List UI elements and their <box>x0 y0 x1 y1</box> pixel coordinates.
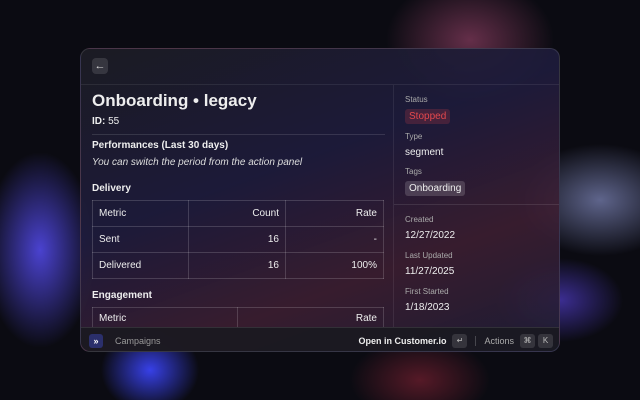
started-label: First Started <box>405 287 449 296</box>
type-value: segment <box>405 147 444 158</box>
campaign-window: ← Onboarding • legacy ID: 55 Performance… <box>80 48 560 352</box>
table-row: Sent 16- <box>92 226 384 253</box>
detail-content: Onboarding • legacy ID: 55 Performances … <box>81 85 393 327</box>
created-label: Created <box>405 215 434 224</box>
status-label: Status <box>405 95 428 104</box>
type-label: Type <box>405 132 423 141</box>
k-key: K <box>538 333 553 348</box>
command-key-icon: ⌘ <box>520 333 535 348</box>
delivery-table: Metric Count Rate Sent 16- Delivered 16 100% <box>92 200 384 279</box>
cell: - <box>285 226 384 253</box>
header-metric: Metric <box>92 200 189 227</box>
updated-value: 11/27/2025 <box>405 266 455 277</box>
back-button[interactable]: ← <box>92 58 108 74</box>
page-title: Onboarding • legacy <box>92 91 257 110</box>
engagement-table: Metric Rate <box>92 307 384 327</box>
table-header: Metric Count Rate <box>92 200 384 227</box>
actions-button[interactable]: Actions <box>484 335 514 346</box>
customerio-logo-icon: » <box>89 333 103 348</box>
divider <box>394 204 559 205</box>
table-row: Delivered 16 100% <box>92 252 384 279</box>
delivery-title: Delivery <box>92 183 131 194</box>
cell: Delivered <box>92 252 189 279</box>
open-in-customerio-button[interactable]: Open in Customer.io <box>358 335 447 346</box>
action-bar: » Campaigns Open in Customer.io ↵ Action… <box>81 327 559 351</box>
separator <box>475 335 477 346</box>
id-label: ID: <box>92 116 106 127</box>
header-metric: Metric <box>92 307 238 327</box>
header-rate: Rate <box>237 307 384 327</box>
header: ← <box>81 49 559 85</box>
engagement-title: Engagement <box>92 290 153 301</box>
updated-label: Last Updated <box>405 251 453 260</box>
id-value: 55 <box>108 116 120 127</box>
cell: 16 <box>188 252 286 279</box>
enter-key-icon: ↵ <box>452 333 468 348</box>
tag-badge: Onboarding <box>405 181 466 196</box>
performance-hint: You can switch the period from the actio… <box>92 157 303 168</box>
cell: 100% <box>285 252 384 279</box>
cell: Sent <box>92 226 189 253</box>
campaign-id: ID: 55 <box>92 116 119 128</box>
table-header: Metric Rate <box>92 307 384 327</box>
arrow-left-icon: ← <box>94 60 106 72</box>
cell: 16 <box>188 226 286 253</box>
performance-title: Performances (Last 30 days) <box>92 140 229 151</box>
app-name: Campaigns <box>115 335 161 346</box>
divider <box>92 134 385 135</box>
metadata-panel: Status Stopped Type segment Tags Onboard… <box>393 85 559 327</box>
created-value: 12/27/2022 <box>405 230 456 241</box>
header-count: Count <box>188 200 286 227</box>
started-value: 1/18/2023 <box>405 302 450 313</box>
tags-label: Tags <box>405 167 422 176</box>
header-rate: Rate <box>285 200 384 227</box>
status-badge: Stopped <box>405 109 451 124</box>
